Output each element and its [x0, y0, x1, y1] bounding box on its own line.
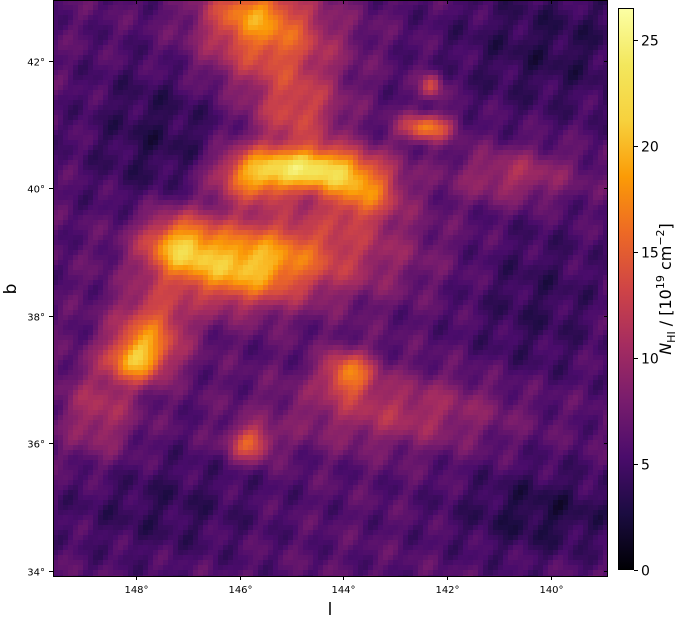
- colorbar-tick-label: 25: [641, 34, 659, 50]
- colorbar-tick-label: 5: [641, 458, 650, 474]
- heatmap-image: [53, 0, 608, 576]
- y-axis-label: b: [1, 284, 21, 295]
- y-tick-label: 38°: [27, 313, 45, 324]
- x-tick-label: 148°: [124, 585, 148, 596]
- x-tick-label: 146°: [228, 585, 252, 596]
- y-axis-ticks: 34° 36° 38° 40° 42°: [27, 58, 608, 579]
- y-tick-label: 34°: [27, 568, 45, 579]
- colorbar-tick-label: 10: [641, 352, 659, 368]
- plot-frame: [53, 0, 608, 577]
- x-tick-label: 142°: [435, 585, 459, 596]
- x-axis-ticks: 148° 146° 144° 142° 140°: [124, 0, 564, 596]
- colorbar: [618, 8, 634, 570]
- colorbar-tick-label: 0: [641, 564, 650, 580]
- y-tick-label: 40°: [27, 185, 45, 196]
- x-tick-label: 140°: [539, 585, 563, 596]
- y-tick-label: 42°: [27, 58, 45, 69]
- colorbar-tick-label: 20: [641, 140, 659, 156]
- x-axis-label: l: [328, 600, 333, 620]
- colorbar-label: NHI / [1019 cm−2]: [654, 223, 678, 355]
- colorbar-ticks: 0 5 10 15 20 25: [634, 34, 659, 580]
- y-tick-label: 36°: [27, 440, 45, 451]
- colorbar-tick-label: 15: [641, 246, 659, 262]
- x-tick-label: 144°: [331, 585, 355, 596]
